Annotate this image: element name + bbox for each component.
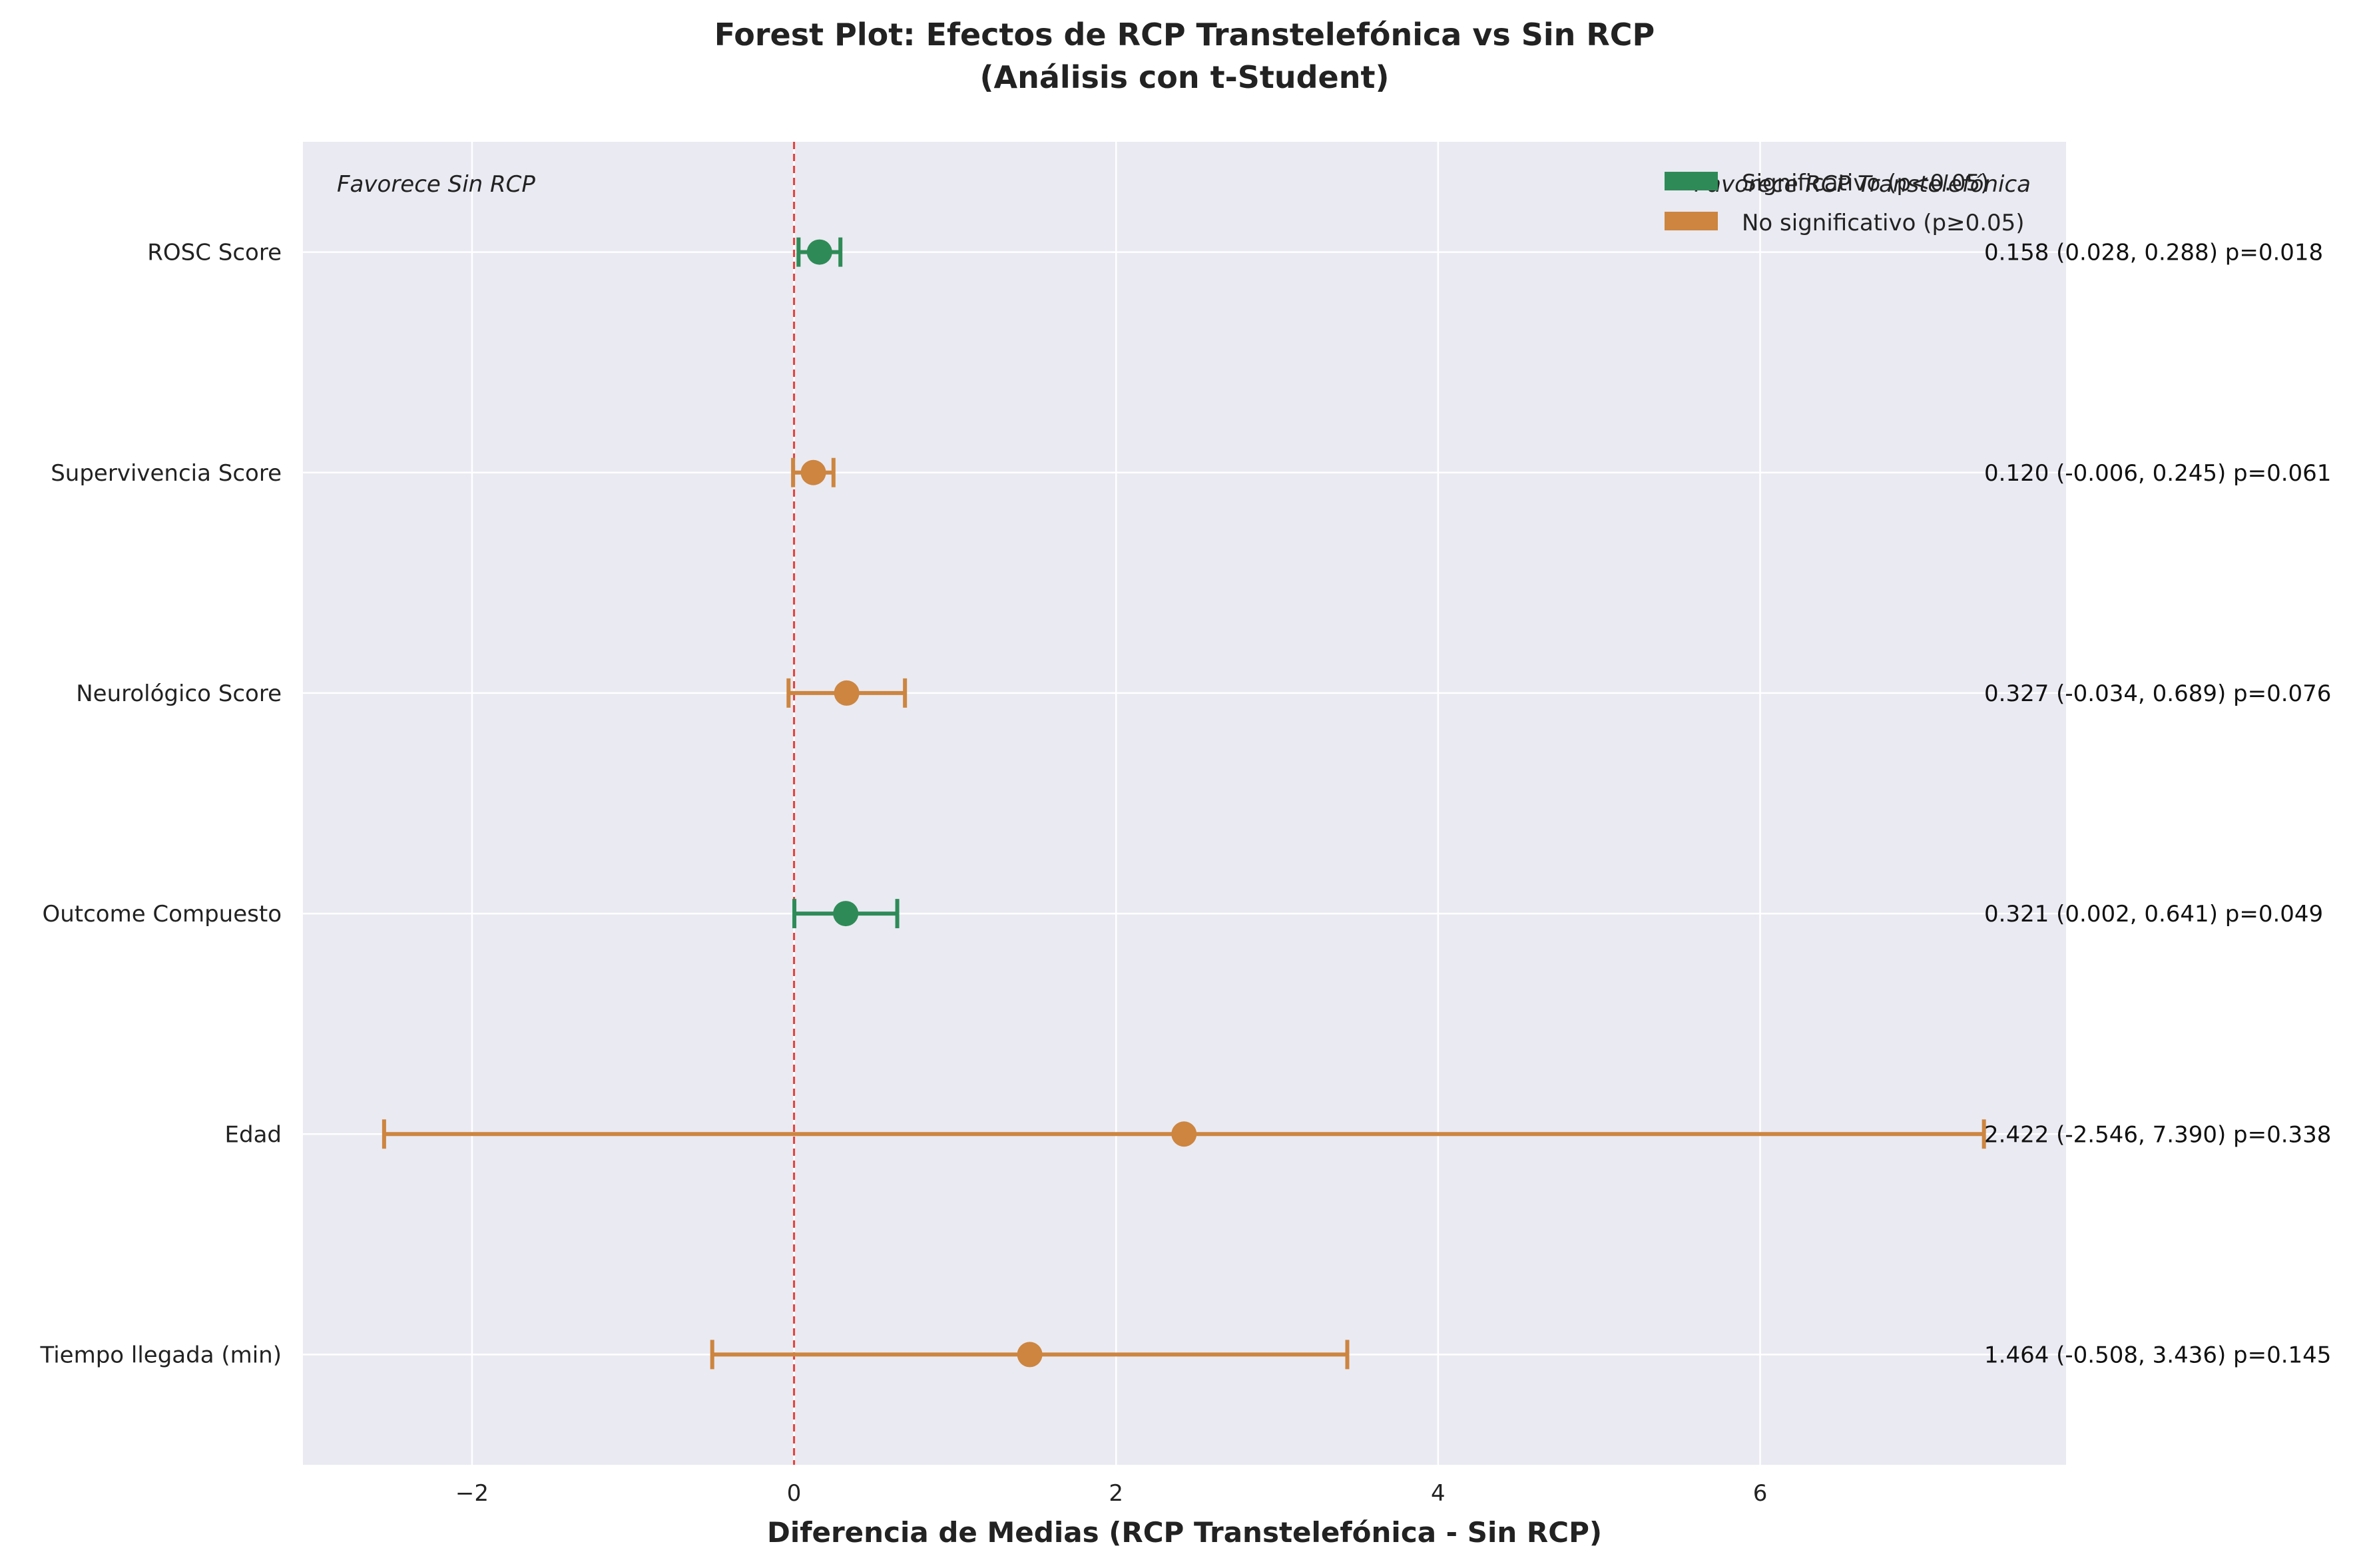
row-label: ROSC Score (147, 240, 282, 266)
estimate-point (806, 239, 832, 265)
x-tick-label-0: −2 (455, 1480, 489, 1507)
favor-left-annotation: Favorece Sin RCP (337, 171, 535, 198)
x-axis-label: Diferencia de Medias (RCP Transtelefónic… (767, 1516, 1602, 1549)
forest-row-1: Supervivencia Score 0.120 (-0.006, 0.245)… (51, 457, 2331, 487)
estimate-point (1171, 1121, 1197, 1147)
row-label: Supervivencia Score (51, 460, 282, 487)
row-stat-text: 0.158 (0.028, 0.288) p=0.018 (1984, 240, 2323, 266)
estimate-point (800, 459, 826, 485)
forest-row-0: ROSC Score 0.158 (0.028, 0.288) p=0.018 (147, 237, 2323, 267)
row-stat-text: 2.422 (-2.546, 7.390) p=0.338 (1984, 1121, 2331, 1148)
x-tick-label-3: 4 (1431, 1480, 1446, 1507)
row-label: Tiempo llegada (min) (40, 1342, 282, 1368)
forest-row-5: Tiempo llegada (min) 1.464 (-0.508, 3.436… (40, 1340, 2331, 1370)
estimate-point (1017, 1342, 1043, 1368)
x-tick-label-2: 2 (1109, 1480, 1123, 1507)
forest-row-2: Neurológico Score 0.327 (-0.034, 0.689) p… (76, 678, 2331, 708)
x-axis-ticks: −2 0 2 4 6 (455, 1480, 1767, 1507)
legend: Significativo (p<0.05) No significativo … (1665, 170, 2025, 236)
chart-subtitle: (Análisis con t-Student) (980, 59, 1390, 95)
row-label: Outcome Compuesto (42, 901, 282, 927)
x-tick-label-4: 6 (1753, 1480, 1768, 1507)
x-tick-label-1: 0 (787, 1480, 802, 1507)
row-stat-text: 0.327 (-0.034, 0.689) p=0.076 (1984, 680, 2331, 707)
legend-label-not-significant: No significativo (p≥0.05) (1742, 210, 2025, 236)
row-label: Neurológico Score (76, 680, 282, 707)
row-label: Edad (225, 1121, 282, 1148)
row-stat-text: 0.321 (0.002, 0.641) p=0.049 (1984, 901, 2323, 927)
legend-label-significant: Significativo (p<0.05) (1742, 170, 1989, 196)
forest-row-4: Edad 2.422 (-2.546, 7.390) p=0.338 (225, 1119, 2331, 1149)
forest-rows: ROSC Score 0.158 (0.028, 0.288) p=0.018 Su… (40, 237, 2331, 1370)
estimate-point (833, 901, 859, 927)
row-stat-text: 1.464 (-0.508, 3.436) p=0.145 (1984, 1342, 2331, 1368)
plot-area (303, 142, 2066, 1465)
forest-row-3: Outcome Compuesto 0.321 (0.002, 0.641) p=… (42, 899, 2323, 929)
legend-swatch-significant (1665, 172, 1718, 190)
legend-swatch-not-significant (1665, 212, 1718, 230)
row-stat-text: 0.120 (-0.006, 0.245) p=0.061 (1984, 460, 2331, 487)
estimate-point (834, 680, 860, 706)
favor-right-annotation: Favorece RCP Transtelefónica (1695, 171, 2031, 198)
chart-title: Forest Plot: Efectos de RCP Transtelefón… (714, 17, 1655, 53)
